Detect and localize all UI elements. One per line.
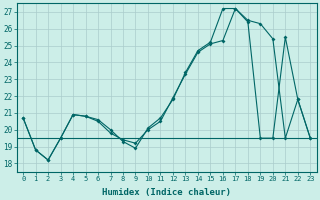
X-axis label: Humidex (Indice chaleur): Humidex (Indice chaleur) (102, 188, 231, 197)
